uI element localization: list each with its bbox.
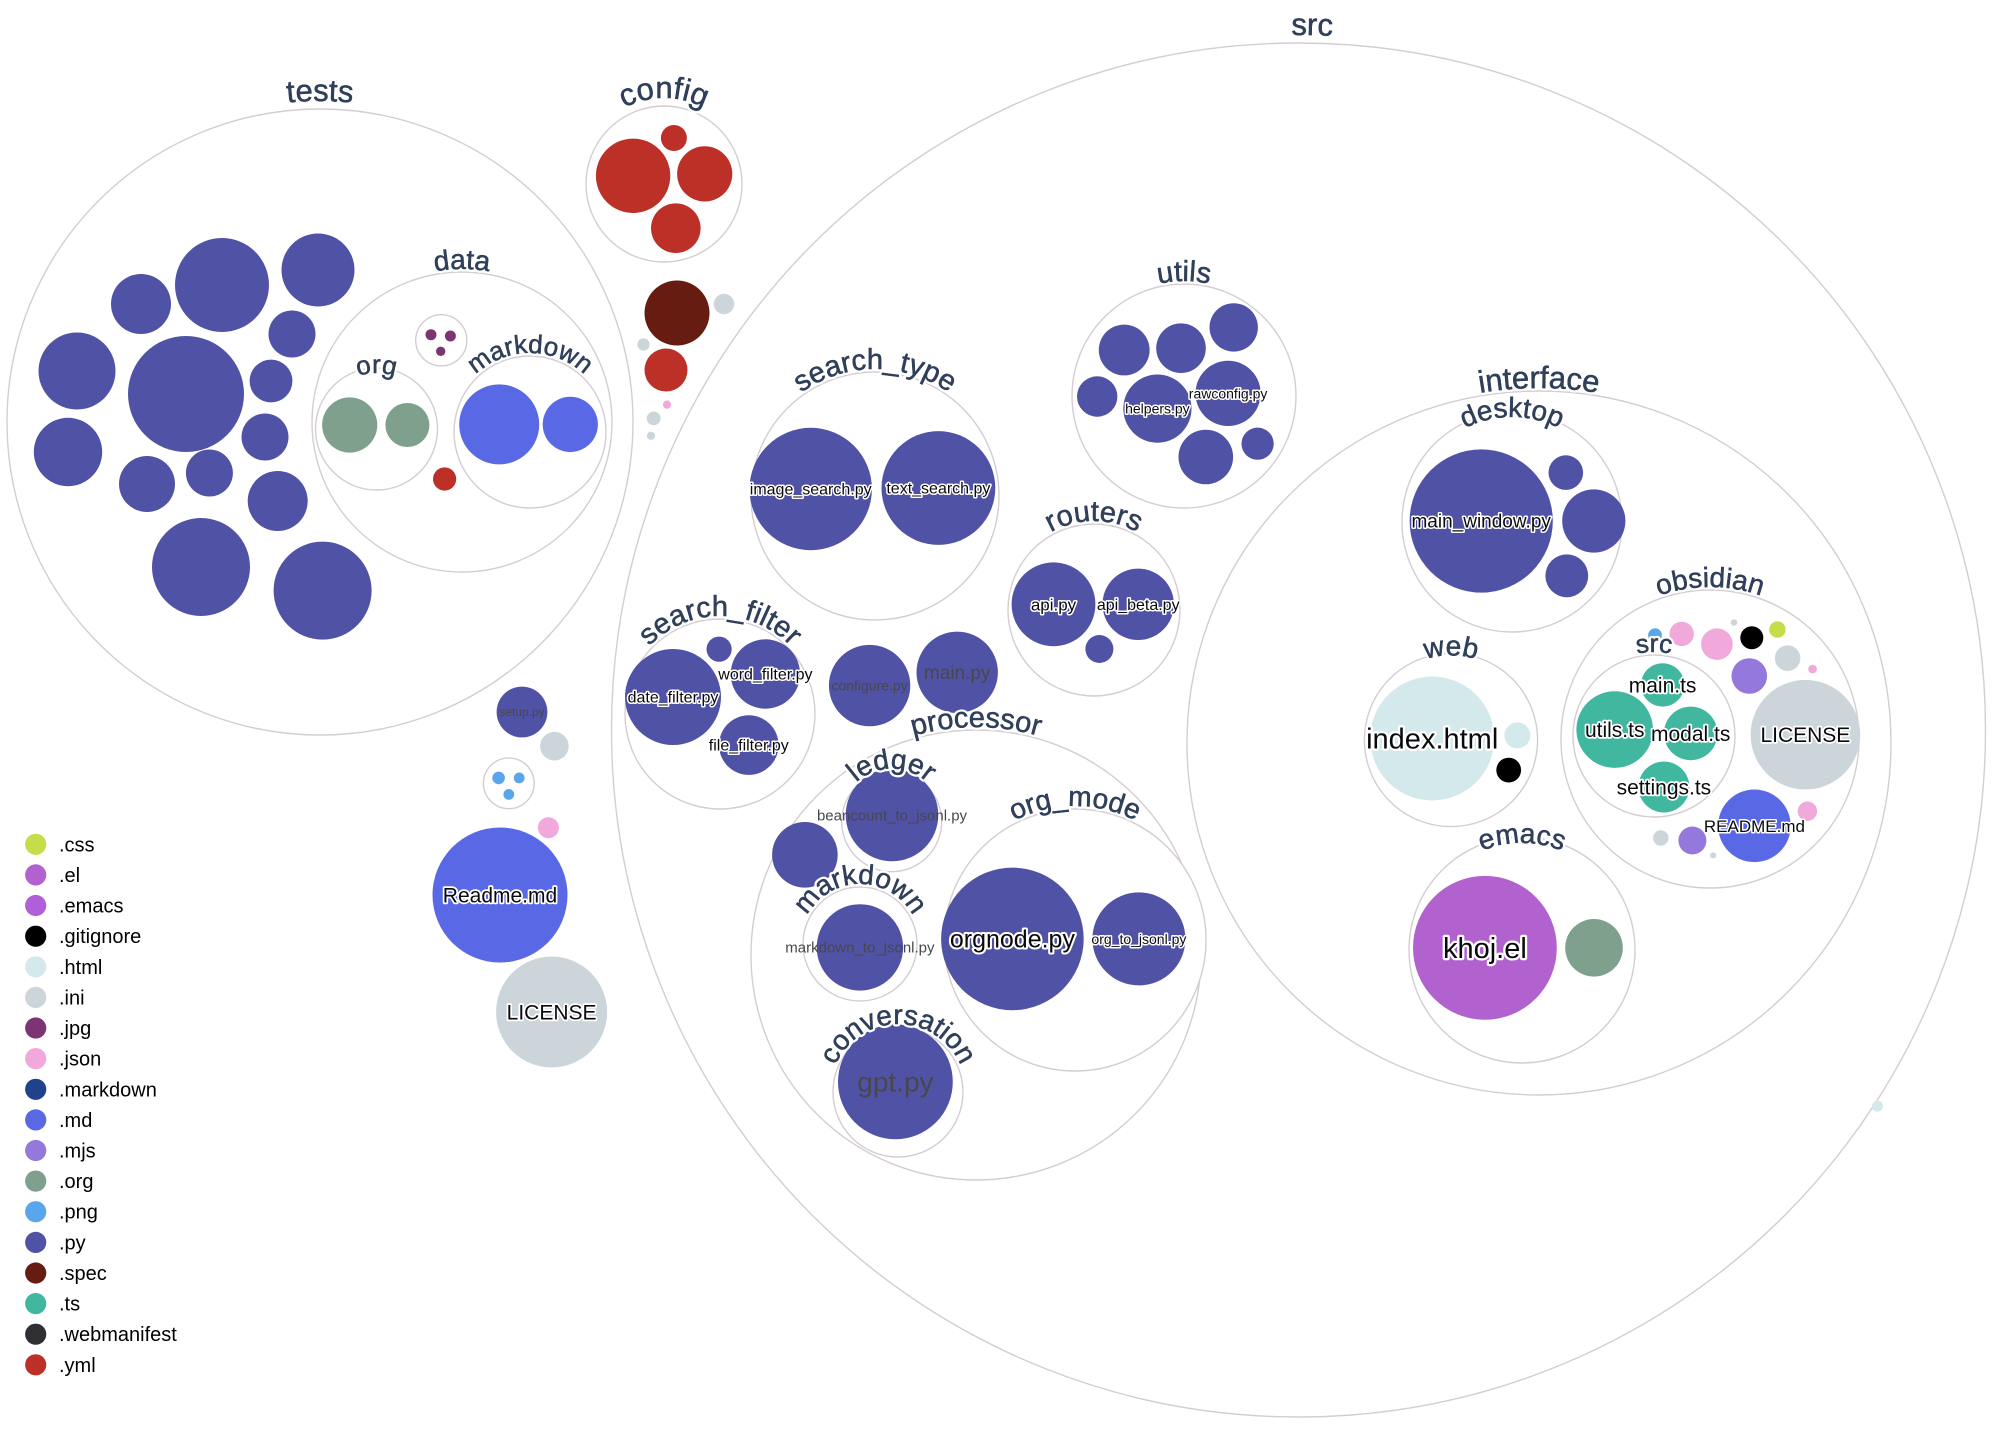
svg-text:web: web: [1420, 630, 1482, 665]
svg-text:configure.py: configure.py: [831, 678, 907, 694]
svg-text:.html: .html: [59, 957, 102, 979]
svg-text:interface: interface: [1475, 360, 1602, 400]
svg-text:tests: tests: [285, 73, 355, 110]
svg-text:.mjs: .mjs: [59, 1141, 96, 1163]
svg-text:main.py: main.py: [924, 663, 991, 684]
svg-text:.emacs: .emacs: [59, 896, 123, 918]
svg-text:settings.ts: settings.ts: [1617, 776, 1712, 799]
svg-text:.el: .el: [59, 865, 80, 887]
svg-text:src: src: [1291, 7, 1333, 43]
svg-text:.gitignore: .gitignore: [59, 926, 141, 948]
svg-text:main_window.py: main_window.py: [1411, 512, 1551, 533]
svg-text:utils: utils: [1155, 256, 1214, 291]
svg-text:index.html: index.html: [1366, 724, 1498, 756]
svg-text:.ini: .ini: [59, 987, 85, 1009]
svg-text:LICENSE: LICENSE: [507, 1001, 597, 1024]
svg-text:rawconfig.py: rawconfig.py: [1189, 385, 1268, 401]
svg-text:markdown_to_jsonl.py: markdown_to_jsonl.py: [785, 940, 935, 957]
svg-text:web: web: [1420, 630, 1482, 665]
svg-text:.webmanifest: .webmanifest: [59, 1324, 177, 1346]
svg-text:setup.py: setup.py: [499, 705, 544, 719]
svg-text:.py: .py: [59, 1232, 86, 1254]
svg-text:README.md: README.md: [1704, 817, 1805, 836]
svg-text:modal.ts: modal.ts: [1651, 723, 1730, 746]
svg-text:.jpg: .jpg: [59, 1018, 91, 1040]
svg-text:image_search.py: image_search.py: [750, 482, 872, 499]
svg-text:src: src: [1291, 7, 1333, 43]
svg-text:utils: utils: [1155, 256, 1214, 291]
svg-text:beancount_to_jsonl.py: beancount_to_jsonl.py: [817, 807, 968, 824]
svg-text:.json: .json: [59, 1049, 101, 1071]
svg-text:data: data: [432, 244, 493, 277]
svg-text:Readme.md: Readme.md: [443, 884, 557, 907]
svg-text:.spec: .spec: [59, 1263, 107, 1285]
svg-text:src: src: [1634, 628, 1674, 659]
svg-text:org_mode: org_mode: [1004, 781, 1146, 826]
svg-text:api_beta.py: api_beta.py: [1097, 597, 1180, 614]
svg-text:.org: .org: [59, 1171, 93, 1193]
svg-text:khoj.el: khoj.el: [1443, 933, 1527, 965]
svg-text:word_filter.py: word_filter.py: [717, 667, 812, 684]
svg-text:helpers.py: helpers.py: [1125, 401, 1190, 417]
svg-text:org: org: [353, 349, 400, 382]
svg-text:date_filter.py: date_filter.py: [628, 690, 719, 707]
svg-text:gpt.py: gpt.py: [857, 1067, 933, 1098]
svg-text:orgnode.py: orgnode.py: [950, 926, 1076, 954]
svg-text:LICENSE: LICENSE: [1760, 724, 1850, 747]
svg-text:interface: interface: [1475, 360, 1602, 400]
svg-text:tests: tests: [285, 73, 355, 110]
svg-text:.css: .css: [59, 834, 95, 856]
svg-text:.markdown: .markdown: [59, 1079, 157, 1101]
svg-text:.ts: .ts: [59, 1294, 80, 1316]
svg-text:text_search.py: text_search.py: [886, 481, 990, 498]
svg-text:.md: .md: [59, 1110, 92, 1132]
svg-text:src: src: [1634, 628, 1674, 659]
svg-text:main.ts: main.ts: [1629, 674, 1697, 697]
svg-text:.png: .png: [59, 1202, 98, 1224]
svg-text:desktop: desktop: [1455, 392, 1569, 434]
svg-text:file_filter.py: file_filter.py: [709, 738, 789, 755]
svg-text:utils.ts: utils.ts: [1585, 719, 1645, 742]
svg-text:api.py: api.py: [1031, 595, 1077, 614]
svg-text:.yml: .yml: [59, 1355, 96, 1377]
svg-text:org_to_jsonl.py: org_to_jsonl.py: [1091, 931, 1186, 947]
svg-text:org: org: [353, 349, 400, 382]
svg-text:data: data: [432, 244, 493, 277]
